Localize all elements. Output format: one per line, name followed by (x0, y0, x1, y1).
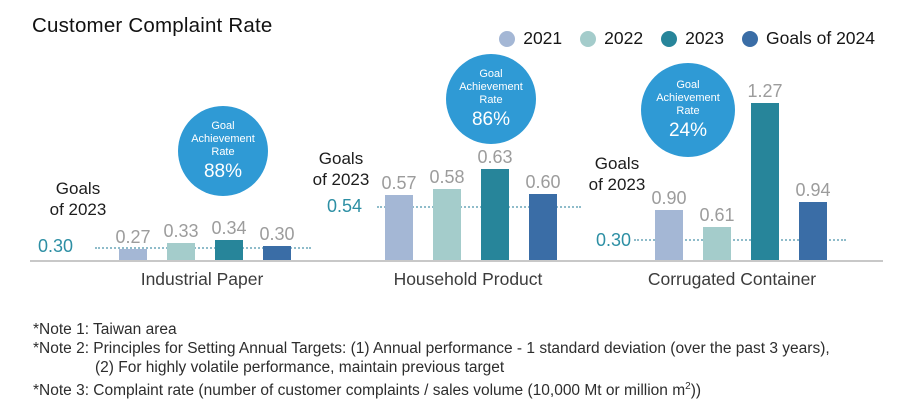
bar-value-label: 0.61 (699, 205, 735, 225)
bubble-text-line: Rate (211, 145, 235, 158)
bar-value-label: 0.63 (477, 147, 513, 167)
legend-label: 2021 (523, 28, 563, 48)
bar-household-product-goals-of-2024 (529, 194, 557, 261)
legend-item-2022: 2022 (580, 28, 643, 49)
goal-achievement-rate-value: 24% (668, 119, 708, 141)
goals-label-line1: Goals (55, 179, 101, 198)
bar-household-product-2021 (385, 195, 413, 261)
goal-achievement-bubble-corrugated-container: Goal Achievement Rate 24% (641, 63, 735, 157)
bar-corrugated-container-2021 (655, 210, 683, 261)
bar-value-label: 0.27 (115, 227, 151, 247)
goal-achievement-bubble-industrial-paper: Goal Achievement Rate 88% (178, 106, 268, 196)
legend-label: 2023 (685, 28, 725, 48)
bar-industrial-paper-2023 (215, 240, 243, 261)
bar-corrugated-container-goals-of-2024 (799, 202, 827, 261)
goals-label-line2: of 2023 (312, 170, 370, 189)
bubble-text-line: Goal (676, 78, 700, 91)
goals-label-line1: Goals (318, 149, 364, 168)
goals-of-2023-label-corrugated-container: Goals of 2023 (557, 153, 677, 195)
bar-value-label: 1.27 (747, 81, 783, 101)
category-label-corrugated-container: Corrugated Container (647, 269, 817, 289)
bar-value-label: 0.60 (525, 172, 561, 192)
bar-industrial-paper-2022 (167, 243, 195, 261)
bar-industrial-paper-2021 (119, 249, 147, 261)
goal-2023-value-industrial-paper: 0.30 (38, 236, 74, 256)
goal-achievement-rate-value: 88% (203, 160, 243, 182)
legend-label: 2022 (604, 28, 644, 48)
legend-label: Goals of 2024 (766, 28, 875, 48)
goal-2023-dotted-line-corrugated-container (634, 239, 846, 241)
bar-value-label: 0.34 (211, 218, 247, 238)
goals-of-2023-label-industrial-paper: Goals of 2023 (18, 178, 138, 220)
note-1: *Note 1: Taiwan area (33, 321, 177, 338)
bubble-text-line: Rate (479, 93, 503, 106)
goal-2023-value-corrugated-container: 0.30 (596, 230, 632, 250)
bubble-text-line: Achievement (191, 132, 255, 145)
legend-item-2021: 2021 (499, 28, 562, 49)
bar-value-label: 0.58 (429, 167, 465, 187)
legend-item-goals-of-2024: Goals of 2024 (742, 28, 875, 49)
legend-item-2023: 2023 (661, 28, 724, 49)
bar-household-product-2022 (433, 189, 461, 261)
bar-corrugated-container-2023 (751, 103, 779, 261)
bubble-text-line: Goal (479, 67, 503, 80)
note-2-continued: (2) For highly volatile performance, mai… (95, 359, 505, 376)
goals-label-line2: of 2023 (49, 200, 107, 219)
goal-2023-dotted-line-industrial-paper (95, 247, 311, 249)
bar-corrugated-container-2022 (703, 227, 731, 261)
legend-dot-icon (742, 30, 759, 47)
bar-value-label: 0.30 (259, 224, 295, 244)
x-axis-line (30, 260, 883, 262)
category-label-household-product: Household Product (393, 269, 543, 289)
legend-dot-icon (661, 30, 678, 47)
bubble-text-line: Achievement (459, 80, 523, 93)
legend-dot-icon (499, 30, 516, 47)
bar-value-label: 0.90 (651, 188, 687, 208)
goals-label-line1: Goals (594, 154, 640, 173)
page-title: Customer Complaint Rate (32, 14, 273, 37)
legend: 2021 2022 2023 Goals of 2024 (499, 28, 875, 49)
bar-household-product-2023 (481, 169, 509, 261)
legend-dot-icon (580, 30, 597, 47)
bar-value-label: 0.57 (381, 173, 417, 193)
bubble-text-line: Goal (211, 119, 235, 132)
notes: *Note 1: Taiwan area *Note 2: Principles… (33, 320, 830, 400)
goal-2023-value-household-product: 0.54 (327, 196, 363, 216)
bubble-text-line: Rate (676, 104, 700, 117)
goal-2023-dotted-line-household-product (377, 206, 581, 208)
bubble-text-line: Achievement (656, 91, 720, 104)
bar-value-label: 0.94 (795, 180, 831, 200)
note-2: *Note 2: Principles for Setting Annual T… (33, 340, 830, 357)
category-label-industrial-paper: Industrial Paper (140, 269, 264, 289)
goal-achievement-bubble-household-product: Goal Achievement Rate 86% (446, 54, 536, 144)
goals-label-line2: of 2023 (588, 175, 646, 194)
bar-value-label: 0.33 (163, 221, 199, 241)
bar-industrial-paper-goals-of-2024 (263, 246, 291, 261)
goals-of-2023-label-household-product: Goals of 2023 (281, 148, 401, 190)
note-3: *Note 3: Complaint rate (number of custo… (33, 381, 702, 400)
goal-achievement-rate-value: 86% (471, 108, 511, 130)
